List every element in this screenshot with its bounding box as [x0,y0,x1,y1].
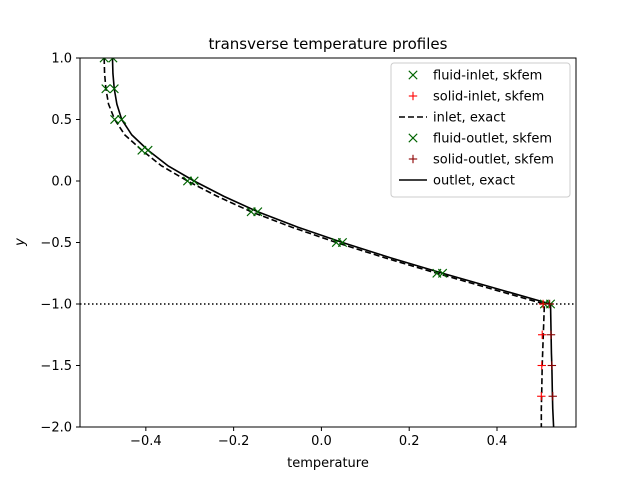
x-tick-label: 0.0 [311,434,332,449]
legend-label: fluid-inlet, skfem [433,69,542,84]
legend-label: outlet, exact [433,174,515,189]
x-tick-label: 0.4 [487,434,508,449]
y-tick-label: 0.0 [51,175,72,190]
x-tick-label: −0.4 [130,434,162,449]
y-axis-label: y [13,238,28,247]
legend-label: solid-outlet, skfem [433,153,554,168]
y-tick-label: 0.5 [51,113,72,128]
x-tick-label: −0.2 [218,434,250,449]
y-tick-label: −0.5 [40,236,72,251]
legend: fluid-inlet, skfem solid-inlet, skfem inle… [391,63,570,197]
x-tick-label: 0.2 [399,434,420,449]
legend-label: solid-inlet, skfem [433,90,544,105]
y-tick-label: −1.5 [40,359,72,374]
chart-title: transverse temperature profiles [209,35,448,53]
y-tick-label: −1.0 [40,298,72,313]
legend-label: inlet, exact [433,111,506,126]
legend-label: fluid-outlet, skfem [433,132,552,147]
x-axis-label: temperature [287,456,369,471]
y-tick-label: −2.0 [40,421,72,436]
y-tick-label: 1.0 [51,52,72,67]
